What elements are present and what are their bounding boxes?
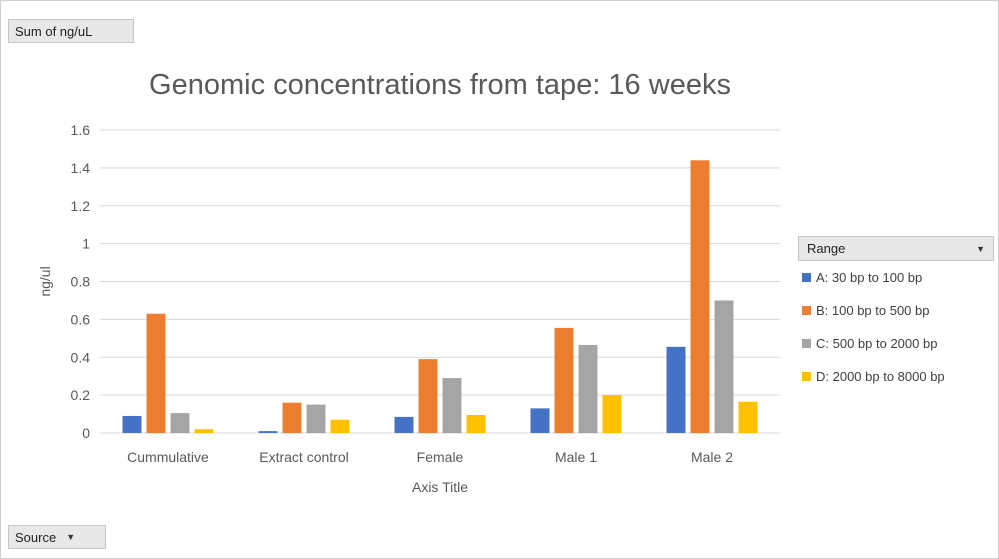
- y-tick-label: 0.4: [71, 349, 91, 365]
- y-tick-label: 0.8: [71, 274, 91, 290]
- bar: [394, 416, 414, 433]
- y-tick-label: 0.6: [71, 311, 91, 327]
- bar: [738, 401, 758, 433]
- bar: [666, 346, 686, 433]
- bar: [578, 344, 598, 433]
- x-tick-label: Female: [417, 449, 464, 465]
- y-tick-label: 0.2: [71, 387, 91, 403]
- bar: [714, 300, 734, 433]
- y-tick-label: 1.4: [71, 160, 91, 176]
- y-axis-title: ng/ul: [37, 266, 53, 296]
- x-tick-label: Extract control: [259, 449, 348, 465]
- bar: [258, 431, 278, 433]
- legend-label: B: 100 bp to 500 bp: [816, 302, 930, 318]
- x-axis-title: Axis Title: [412, 479, 468, 495]
- x-tick-label: Male 2: [691, 449, 733, 465]
- y-tick-label: 1.2: [71, 198, 91, 214]
- bar: [282, 402, 302, 433]
- bar: [170, 413, 190, 433]
- legend-items: A: 30 bp to 100 bp B: 100 bp to 500 bp C: …: [798, 267, 994, 386]
- bar: [122, 415, 142, 433]
- range-field-button[interactable]: Range ▼: [798, 236, 994, 261]
- source-field-button[interactable]: Source ▼: [8, 525, 106, 549]
- bar: [602, 395, 622, 433]
- legend-label: C: 500 bp to 2000 bp: [816, 335, 938, 351]
- bar: [690, 160, 710, 434]
- legend-swatch: [802, 305, 811, 315]
- values-field-label: Sum of ng/uL: [15, 23, 93, 39]
- bar: [146, 313, 166, 433]
- dropdown-arrow-icon: ▼: [66, 532, 76, 542]
- x-tick-label: Cummulative: [127, 449, 209, 465]
- bar: [466, 415, 486, 433]
- x-tick-label: Male 1: [555, 449, 597, 465]
- legend-label: A: 30 bp to 100 bp: [816, 269, 923, 285]
- bar: [530, 408, 550, 433]
- dropdown-arrow-icon: ▼: [976, 243, 985, 254]
- y-tick-label: 0: [82, 425, 90, 441]
- legend-swatch: [802, 371, 811, 381]
- bar: [330, 419, 350, 433]
- legend-label: D: 2000 bp to 8000 bp: [816, 368, 945, 384]
- legend-item[interactable]: C: 500 bp to 2000 bp: [802, 333, 994, 353]
- chart-legend: Range ▼ A: 30 bp to 100 bp B: 100 bp to 5…: [798, 236, 994, 386]
- legend-item[interactable]: B: 100 bp to 500 bp: [802, 300, 994, 320]
- bar: [442, 378, 462, 433]
- bar: [194, 429, 214, 433]
- legend-header-label: Range: [807, 241, 846, 256]
- legend-swatch: [802, 338, 811, 348]
- y-tick-label: 1.6: [71, 122, 91, 138]
- values-field-button[interactable]: Sum of ng/uL: [8, 19, 134, 43]
- legend-swatch: [802, 272, 811, 282]
- bar: [554, 327, 574, 433]
- bar: [306, 404, 326, 433]
- bar: [418, 359, 438, 433]
- source-field-label: Source: [15, 529, 57, 545]
- legend-item[interactable]: A: 30 bp to 100 bp: [802, 267, 994, 287]
- chart-title: Genomic concentrations from tape: 16 wee…: [149, 69, 731, 101]
- legend-item[interactable]: D: 2000 bp to 8000 bp: [802, 366, 994, 386]
- y-tick-label: 1: [82, 236, 90, 252]
